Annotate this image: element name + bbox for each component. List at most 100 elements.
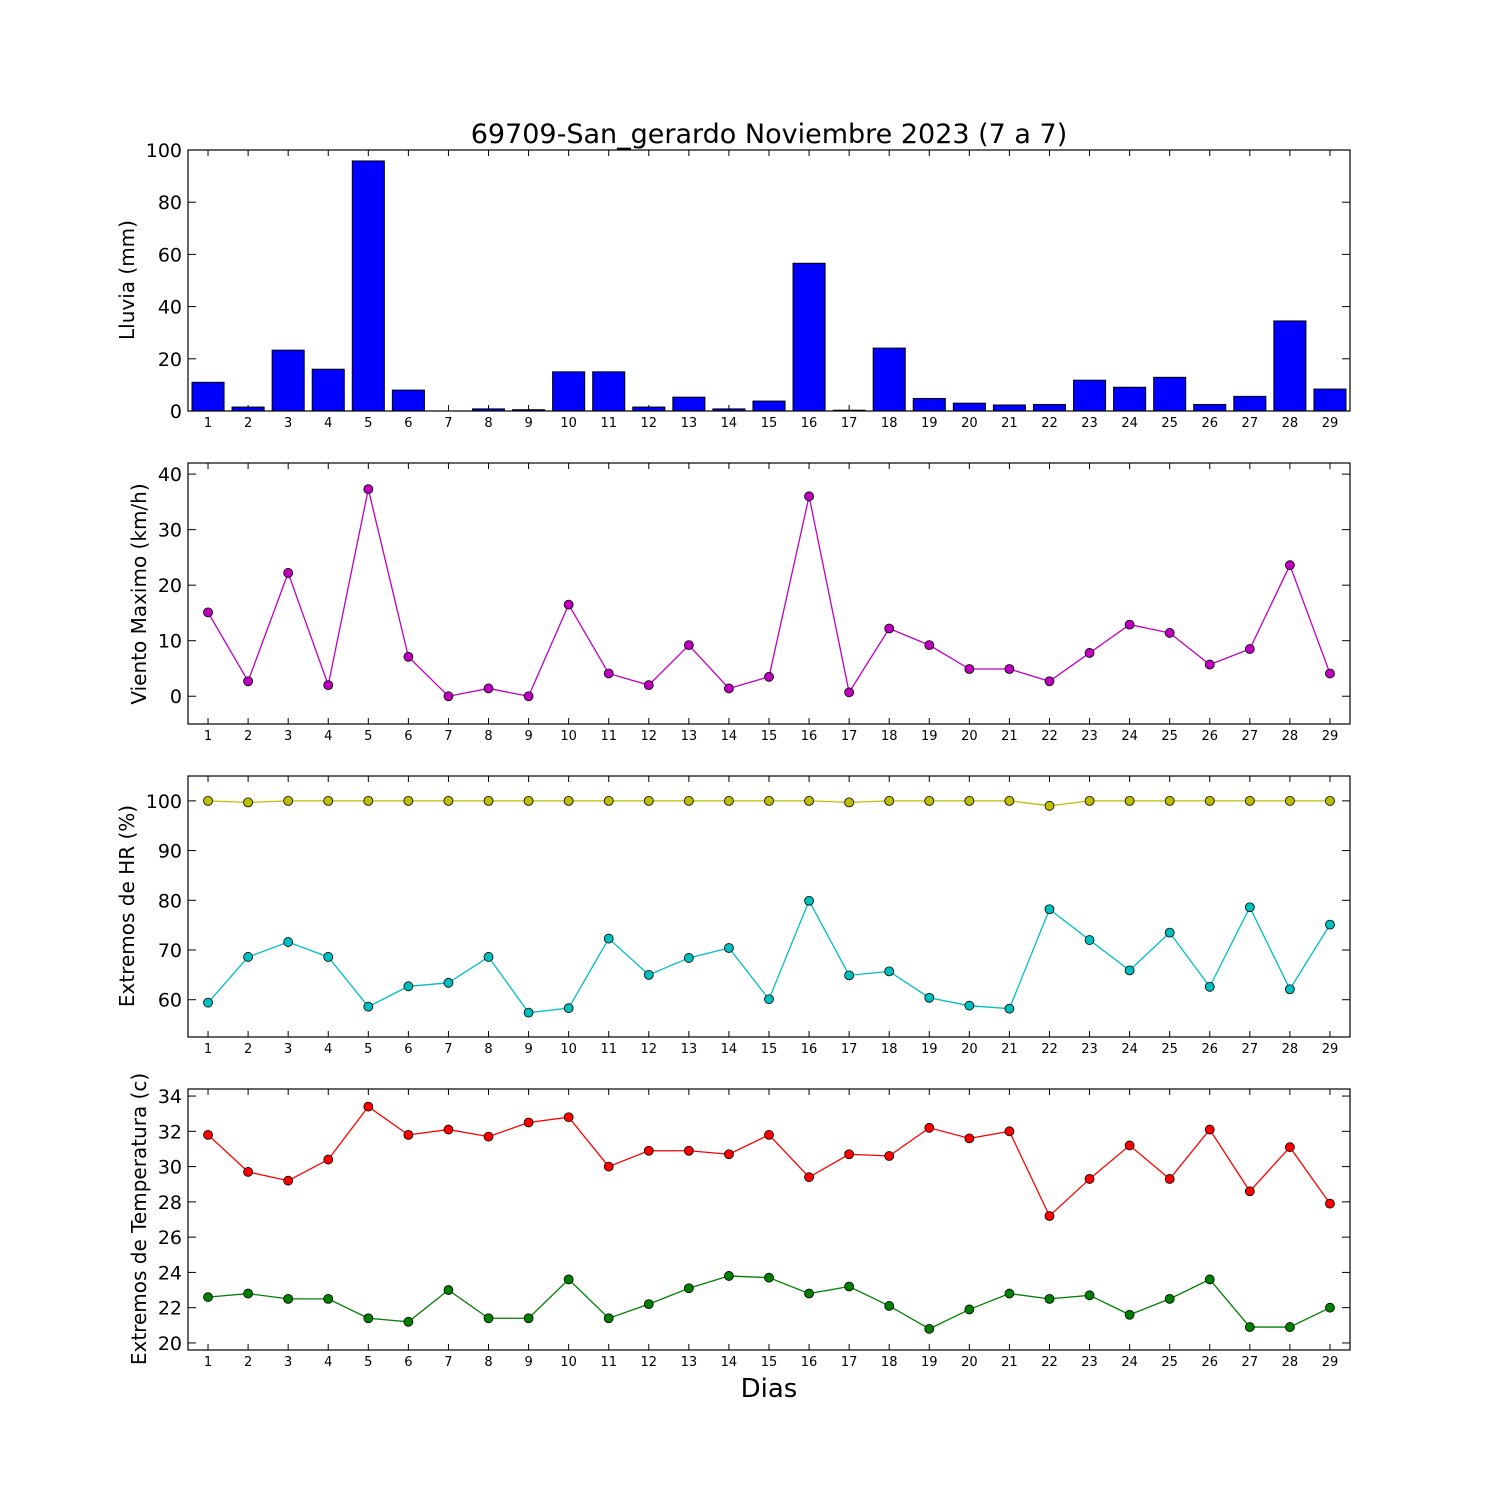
data-point <box>1084 795 1095 806</box>
y-tick-label: 32 <box>158 1121 182 1143</box>
x-tick-label: 16 <box>801 1042 818 1057</box>
y-tick-label: 60 <box>158 244 182 266</box>
x-tick-label: 24 <box>1121 729 1138 744</box>
x-tick-label: 2 <box>244 1355 252 1370</box>
y-tick-label: 80 <box>158 192 182 214</box>
y-tick-label: 26 <box>158 1227 182 1249</box>
x-tick-label: 7 <box>444 416 452 431</box>
x-tick-label: 28 <box>1282 729 1299 744</box>
x-tick-label: 2 <box>244 416 252 431</box>
data-point <box>403 1129 414 1140</box>
data-point <box>483 1131 494 1142</box>
x-tick-label: 27 <box>1242 1042 1259 1057</box>
data-point <box>1284 560 1295 571</box>
data-point <box>563 795 574 806</box>
data-point <box>964 1133 975 1144</box>
data-point <box>403 795 414 806</box>
bar <box>311 368 345 412</box>
data-point <box>483 683 494 694</box>
data-point <box>283 1293 294 1304</box>
data-point <box>1004 1003 1015 1014</box>
x-tick-label: 12 <box>641 1042 658 1057</box>
data-point <box>563 599 574 610</box>
bar <box>1073 379 1107 412</box>
data-point <box>1284 984 1295 995</box>
data-point <box>483 795 494 806</box>
data-point <box>884 1301 895 1311</box>
bar <box>271 349 305 412</box>
data-point <box>683 1145 694 1156</box>
data-point <box>443 977 454 988</box>
data-point <box>1204 1274 1215 1285</box>
data-point <box>1124 1309 1135 1320</box>
data-point <box>724 1271 734 1281</box>
x-tick-label: 14 <box>721 729 738 744</box>
x-tick-label: 26 <box>1201 416 1218 431</box>
data-point <box>1284 795 1295 806</box>
data-point <box>523 795 534 806</box>
x-tick-label: 29 <box>1322 729 1339 744</box>
y-tick-label: 60 <box>158 990 182 1012</box>
bar <box>1273 320 1307 412</box>
data-point <box>724 943 734 953</box>
chart-title: 69709-San_gerardo Noviembre 2023 (7 a 7) <box>471 119 1068 150</box>
data-point <box>683 795 694 806</box>
y-axis-label: Extremos de Temperatura (c) <box>127 1073 151 1365</box>
x-tick-label: 8 <box>484 1355 492 1370</box>
data-point <box>643 680 654 691</box>
x-tick-label: 22 <box>1041 1355 1058 1370</box>
x-tick-label: 14 <box>721 1355 738 1370</box>
data-point <box>1084 935 1095 945</box>
data-point <box>363 1001 374 1012</box>
x-tick-label: 21 <box>1001 729 1018 744</box>
data-point <box>1124 965 1135 976</box>
data-point <box>563 1003 574 1014</box>
x-tick-label: 25 <box>1161 1042 1178 1057</box>
x-tick-label: 4 <box>324 416 332 431</box>
data-point <box>1325 1302 1335 1313</box>
data-point <box>724 1149 734 1160</box>
data-point <box>483 1313 494 1324</box>
data-point <box>1244 1186 1255 1197</box>
x-tick-label: 4 <box>324 729 332 744</box>
data-point <box>1124 619 1135 630</box>
data-point <box>764 1129 774 1140</box>
x-tick-label: 20 <box>961 1355 978 1370</box>
x-tick-label: 12 <box>641 729 658 744</box>
y-axis-label: Lluvia (mm) <box>115 220 139 340</box>
x-tick-label: 16 <box>801 416 818 431</box>
y-tick-label: 34 <box>158 1086 182 1108</box>
y-tick-label: 24 <box>158 1262 182 1284</box>
x-tick-label: 19 <box>921 1355 938 1370</box>
x-tick-label: 21 <box>1001 416 1018 431</box>
x-tick-label: 9 <box>524 1042 532 1057</box>
bar <box>792 262 826 412</box>
data-point <box>443 691 454 702</box>
y-tick-label: 20 <box>158 349 182 371</box>
x-tick-label: 15 <box>761 1355 778 1370</box>
x-tick-label: 9 <box>524 729 532 744</box>
x-tick-label: 12 <box>641 1355 658 1370</box>
x-tick-label: 6 <box>404 416 412 431</box>
data-point <box>844 1281 855 1292</box>
x-tick-label: 21 <box>1001 1042 1018 1057</box>
y-tick-label: 28 <box>158 1192 182 1214</box>
y-tick-label: 90 <box>158 841 182 863</box>
bar <box>552 371 586 412</box>
x-tick-label: 17 <box>841 1355 858 1370</box>
x-tick-label: 16 <box>801 1355 818 1370</box>
x-tick-label: 4 <box>324 1042 332 1057</box>
data-point <box>804 895 814 906</box>
series-line <box>207 488 1331 697</box>
x-tick-label: 6 <box>404 1355 412 1370</box>
x-tick-label: 19 <box>921 416 938 431</box>
bar <box>592 371 626 412</box>
x-tick-label: 27 <box>1242 729 1259 744</box>
data-point <box>323 1154 334 1165</box>
y-tick-label: 30 <box>158 1157 182 1179</box>
x-tick-label: 10 <box>560 1355 577 1370</box>
data-point <box>804 1172 814 1183</box>
x-tick-label: 9 <box>524 416 532 431</box>
x-tick-label: 10 <box>560 416 577 431</box>
x-tick-label: 12 <box>641 416 658 431</box>
